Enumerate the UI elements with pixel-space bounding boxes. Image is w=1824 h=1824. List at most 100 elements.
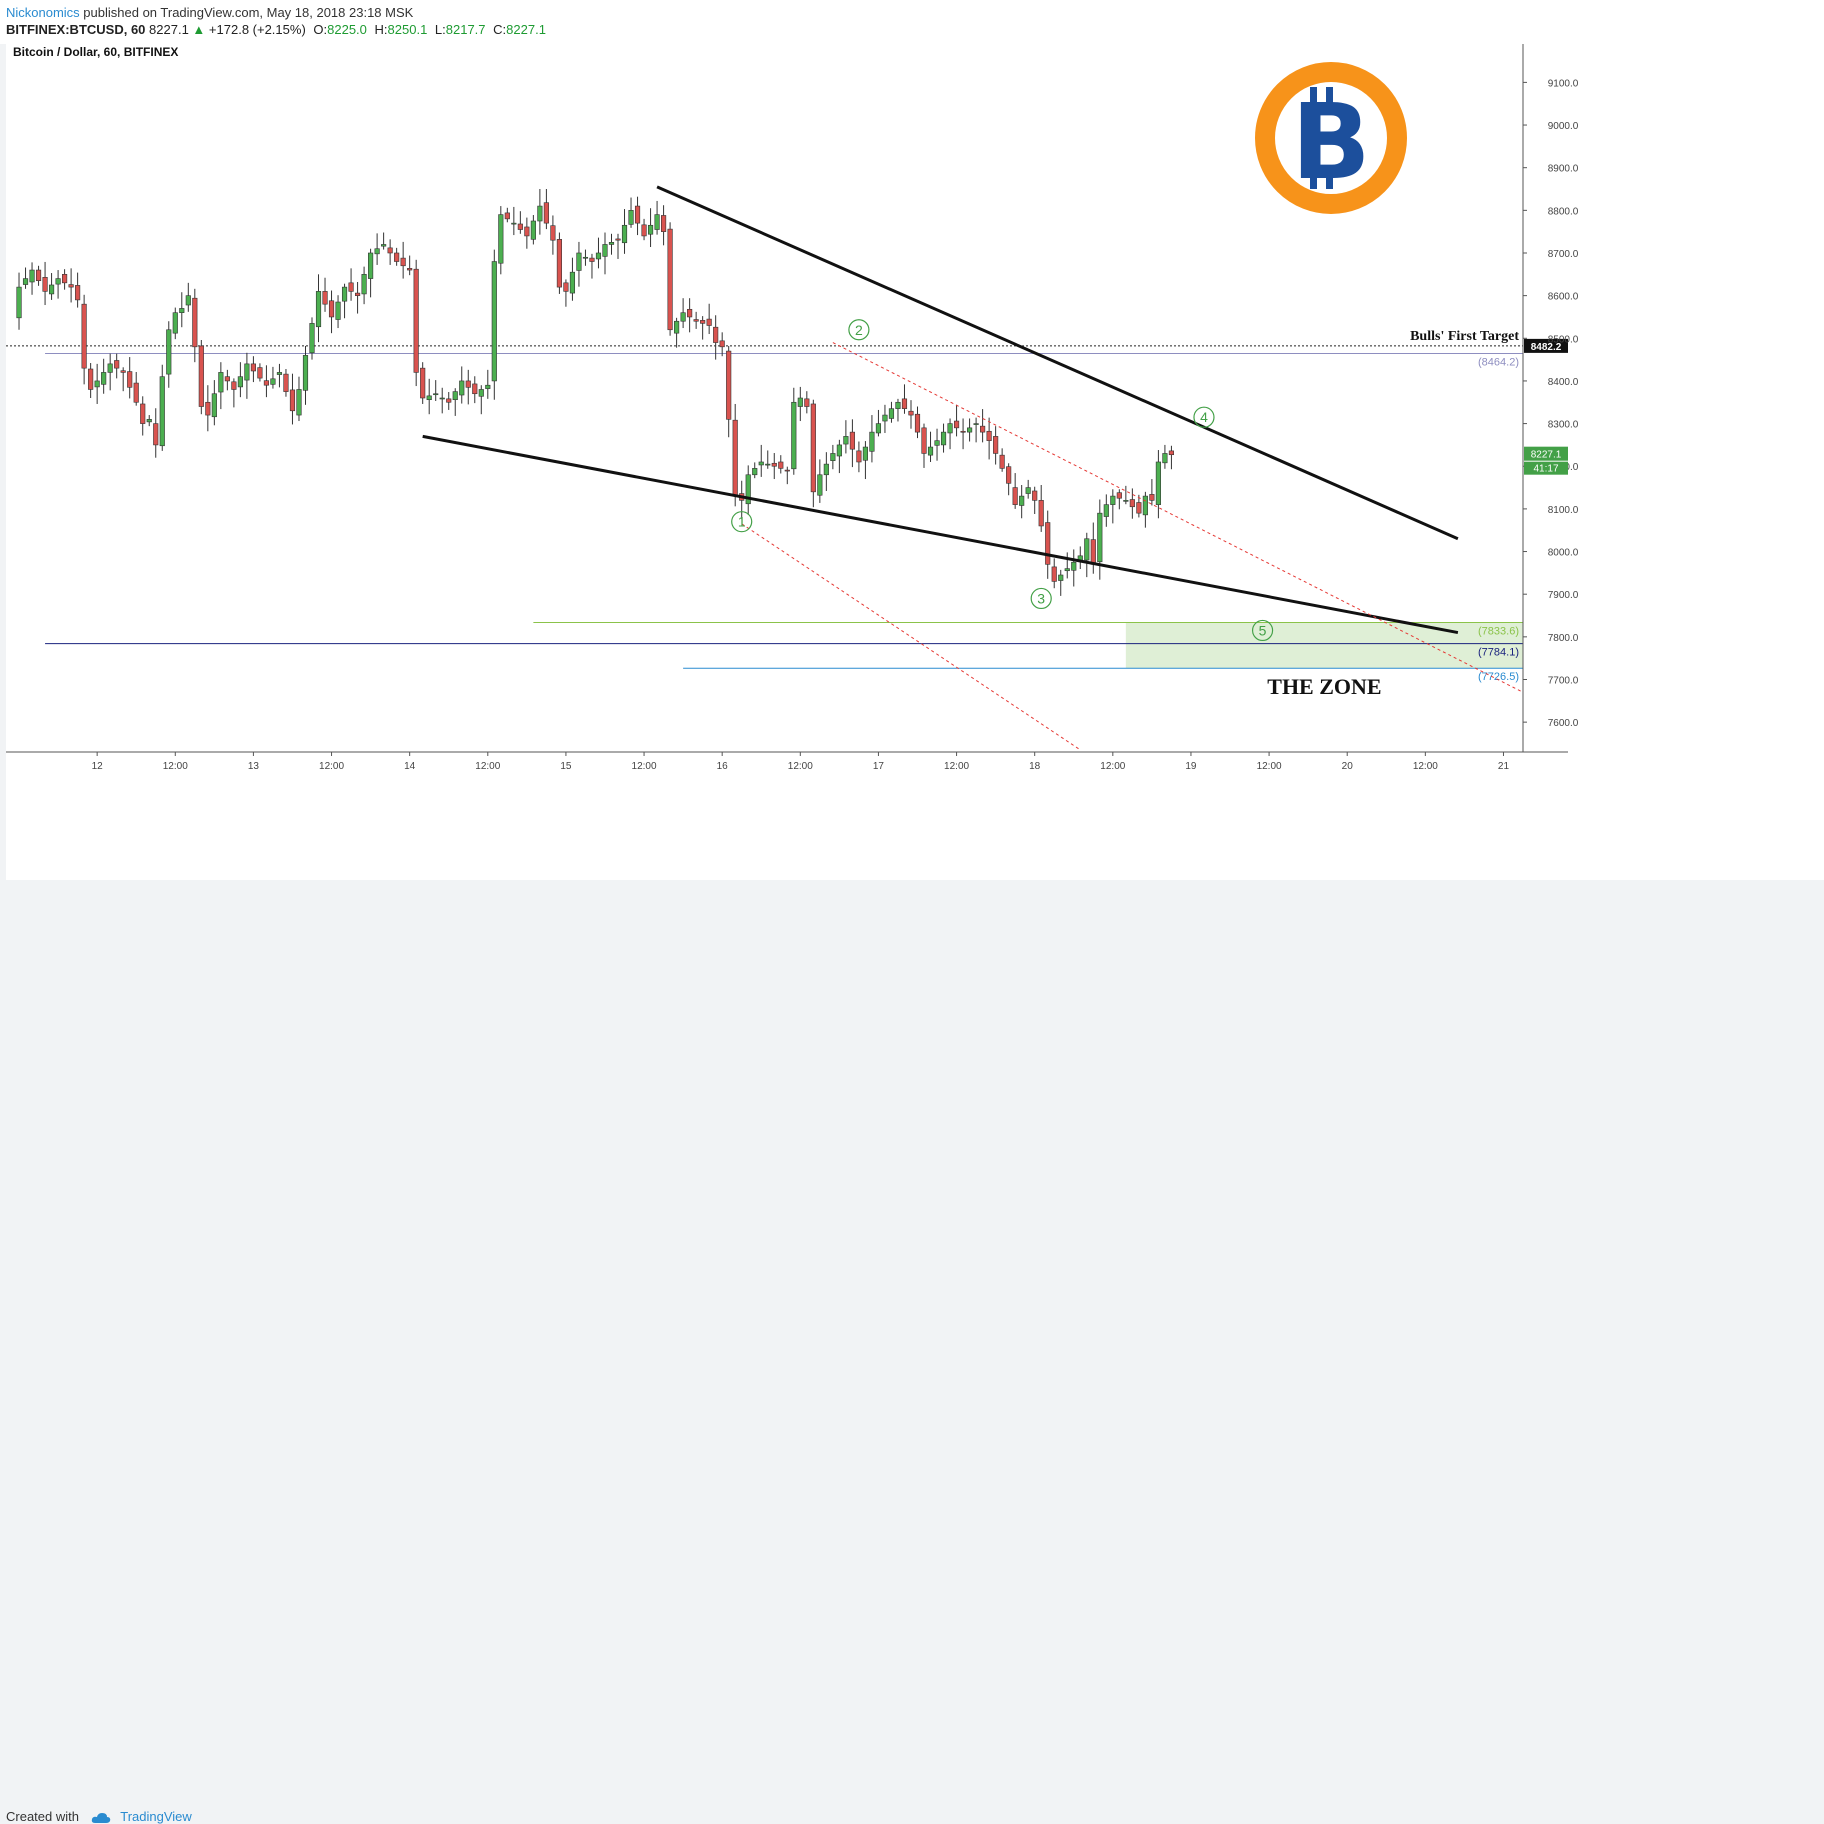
candle-body — [1097, 512, 1103, 563]
candle-body — [146, 419, 152, 423]
time-tick-label: 18 — [1029, 761, 1041, 772]
candle-body — [218, 372, 224, 393]
candle-body — [817, 474, 823, 496]
candle-body — [472, 383, 478, 395]
candle-body — [647, 224, 654, 235]
candle-body — [244, 363, 250, 381]
candle-body — [784, 469, 790, 472]
price-tick-label: 8600.0 — [1548, 292, 1579, 303]
level-value-label: (7833.6) — [1478, 626, 1519, 638]
candle-body — [101, 372, 107, 385]
price-chart[interactable]: THE ZONE Bulls' First Target (8464.2) (783… — [6, 44, 1824, 880]
last-price-tag-text: 8227.1 — [1531, 450, 1562, 461]
author-link[interactable]: Nickonomics — [6, 5, 80, 20]
candle-body — [719, 340, 725, 348]
candle-body — [1103, 504, 1109, 517]
created-with: Created with TradingView — [6, 1809, 192, 1824]
candle-body — [368, 252, 374, 279]
candle-body — [1084, 538, 1090, 561]
wave-circle — [731, 511, 753, 533]
candle-body — [752, 468, 758, 476]
time-tick-label: 14 — [404, 761, 416, 772]
candle-body — [693, 319, 699, 322]
candle-body — [413, 268, 419, 373]
candle-body — [953, 420, 960, 429]
channel-line — [741, 523, 1081, 751]
candle-body — [843, 436, 849, 445]
chart-frame[interactable]: THE ZONE Bulls' First Target (8464.2) (783… — [6, 44, 1824, 880]
level-price-tag-text: 8482.2 — [1531, 342, 1562, 353]
price-tick-label: 7800.0 — [1548, 633, 1579, 644]
price-tick-label: 9100.0 — [1548, 78, 1579, 89]
candle-body — [993, 436, 999, 454]
time-tick-label: 12:00 — [944, 761, 969, 772]
time-tick-label: 17 — [873, 761, 885, 772]
candle-body — [758, 461, 764, 466]
candle-body — [810, 403, 816, 493]
candle-body — [107, 363, 113, 373]
candle-body — [1162, 453, 1168, 464]
candle-body — [400, 257, 406, 267]
candle-body — [771, 462, 777, 467]
candle-body — [231, 381, 237, 390]
high-value: 8250.1 — [387, 22, 428, 37]
candle-body — [1071, 561, 1077, 571]
candle-body — [980, 425, 986, 433]
candle-body — [491, 261, 497, 382]
high-label: H: — [374, 22, 388, 37]
tradingview-link[interactable]: TradingView — [120, 1809, 192, 1824]
candle-body — [381, 244, 387, 247]
candle-body — [1123, 500, 1129, 502]
candle-body — [94, 380, 100, 388]
candle-body — [289, 389, 296, 412]
candle-body — [179, 308, 185, 313]
candle-body — [569, 271, 576, 294]
channel-line — [832, 342, 1524, 693]
candle-body — [341, 286, 348, 302]
candle-body — [804, 398, 810, 407]
ohlc-line: BITFINEX:BTCUSD, 60 8227.1 ▲ +172.8 (+2.… — [6, 22, 546, 37]
candle-body — [348, 282, 354, 292]
candle-body — [355, 292, 361, 296]
time-tick-label: 12:00 — [788, 761, 813, 772]
candle-body — [543, 202, 549, 224]
candle-body — [1012, 487, 1018, 505]
level-value-label: (7726.5) — [1478, 671, 1519, 683]
wave-label: 4 — [1200, 409, 1208, 425]
candle-body — [1064, 568, 1070, 572]
price-tick-label: 8500.0 — [1548, 334, 1579, 345]
wave-circle — [1251, 619, 1274, 642]
candle-body — [1136, 502, 1142, 514]
candle-body — [634, 205, 641, 224]
candle-body — [940, 431, 947, 446]
time-tick-label: 21 — [1498, 761, 1510, 772]
price-tick-label: 8000.0 — [1548, 548, 1579, 559]
candle-body — [778, 461, 784, 469]
footer-bar: Created with TradingView — [0, 900, 1824, 1824]
candle-body — [856, 450, 862, 463]
candle-body — [914, 413, 921, 433]
candle-body — [140, 403, 146, 424]
up-triangle-icon: ▲ — [192, 22, 206, 37]
candle-body — [205, 401, 211, 416]
candle-body — [830, 453, 836, 461]
close-value: 8227.1 — [506, 22, 546, 37]
time-tick-label: 12 — [92, 761, 104, 772]
price-tick-label: 8700.0 — [1548, 249, 1579, 260]
candle-body — [172, 312, 178, 334]
candle-body — [465, 380, 471, 388]
candle-body — [869, 431, 875, 452]
candle-body — [895, 401, 901, 409]
candle-body — [114, 360, 120, 369]
candle-body — [55, 278, 61, 285]
candle-body — [407, 268, 413, 271]
candle-body — [563, 282, 569, 292]
candle-body — [88, 368, 94, 390]
publish-header: Nickonomics published on TradingView.com… — [0, 0, 1824, 44]
candle-body — [309, 323, 315, 354]
candle-body — [452, 391, 458, 401]
candle-body — [934, 440, 940, 446]
candle-body — [120, 370, 126, 373]
candle-body — [335, 301, 341, 320]
candle-body — [882, 414, 888, 422]
